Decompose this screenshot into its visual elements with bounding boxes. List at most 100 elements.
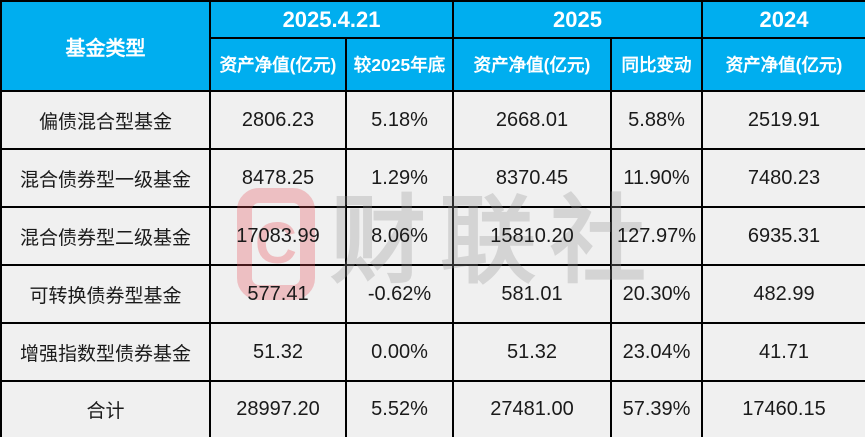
cell-value: 8.06% — [371, 224, 428, 247]
cell-value: 15810.20 — [490, 224, 574, 247]
cell-value: 7480.23 — [747, 166, 821, 189]
subheader-nav-2024-label: 资产净值(亿元) — [725, 55, 843, 75]
subheader-yoy-change-label: 同比变动 — [621, 55, 692, 75]
value-cell: 27481.00 — [452, 380, 612, 437]
subheader-yoy-change: 同比变动 — [609, 37, 704, 92]
table-row: 偏债混合型基金 2806.23 5.18% 2668.01 5.88% 2519… — [0, 90, 865, 150]
total-label: 合计 — [86, 401, 125, 422]
fund-name-cell: 偏债混合型基金 — [0, 90, 211, 150]
fund-name-cell: 可转换债券型基金 — [0, 264, 211, 324]
value-cell: 17083.99 — [209, 206, 347, 266]
value-cell: 41.71 — [701, 322, 865, 382]
header-group-2025: 2025 — [451, 0, 704, 39]
subheader-nav-2025-label: 资产净值(亿元) — [473, 55, 591, 75]
value-cell: 8.06% — [345, 206, 454, 266]
table-row: 增强指数型债券基金 51.32 0.00% 51.32 23.04% 41.71 — [0, 322, 865, 382]
cell-value: 2668.01 — [495, 108, 569, 131]
value-cell: 28997.20 — [209, 380, 347, 437]
value-cell: 8478.25 — [209, 148, 347, 208]
fund-name: 可转换债券型基金 — [29, 285, 182, 307]
value-cell: 2806.23 — [209, 90, 347, 150]
value-cell: 0.00% — [345, 322, 454, 382]
cell-value: 5.18% — [371, 108, 428, 131]
cell-value: 1.29% — [371, 166, 428, 189]
value-cell: 5.52% — [345, 380, 454, 437]
cell-value: 20.30% — [622, 282, 691, 305]
subheader-nav-20250421: 资产净值(亿元) — [209, 37, 347, 92]
value-cell: 23.04% — [609, 322, 704, 382]
value-cell: 51.32 — [209, 322, 347, 382]
cell-value: 5.52% — [371, 398, 428, 420]
value-cell: 7480.23 — [701, 148, 865, 208]
value-cell: 127.97% — [609, 206, 704, 266]
header-group-row: 基金类型 2025.4.21 2025 2024 — [0, 0, 865, 92]
cell-value: 23.04% — [622, 340, 691, 363]
cell-value: 57.39% — [622, 398, 691, 420]
cell-value: 8478.25 — [241, 166, 315, 189]
value-cell: 2668.01 — [452, 90, 612, 150]
value-cell: 51.32 — [452, 322, 612, 382]
value-cell: 5.88% — [609, 90, 704, 150]
header-group-2024: 2024 — [701, 0, 865, 39]
fund-name-cell: 混合债券型一级基金 — [0, 148, 211, 208]
value-cell: 17460.15 — [701, 380, 865, 437]
cell-value: 51.32 — [252, 340, 304, 363]
value-cell: 15810.20 — [452, 206, 612, 266]
cell-value: -0.62% — [367, 282, 432, 305]
cell-value: 482.99 — [753, 282, 815, 305]
value-cell: 577.41 — [209, 264, 347, 324]
header-group-2025-label: 2025 — [553, 6, 602, 32]
cell-value: 127.97% — [617, 224, 696, 247]
value-cell: 57.39% — [609, 380, 704, 437]
cell-value: 17460.15 — [742, 398, 826, 420]
fund-name-cell: 混合债券型二级基金 — [0, 206, 211, 266]
subheader-nav-2025: 资产净值(亿元) — [452, 37, 612, 92]
fund-name: 增强指数型债券基金 — [19, 343, 191, 365]
value-cell: 11.90% — [609, 148, 704, 208]
value-cell: 581.01 — [452, 264, 612, 324]
cell-value: 11.90% — [623, 166, 690, 189]
value-cell: 1.29% — [345, 148, 454, 208]
fund-name: 混合债券型一级基金 — [19, 169, 191, 191]
header-sub-row: 资产净值(亿元) 较2025年底 资产净值(亿元) 同比变动 资产净值(亿元) — [1, 37, 865, 92]
value-cell: 8370.45 — [452, 148, 612, 208]
value-cell: 20.30% — [609, 264, 704, 324]
cell-value: 5.88% — [628, 108, 685, 131]
cell-value: 8370.45 — [495, 166, 569, 189]
table-row: 混合债券型二级基金 17083.99 8.06% 15810.20 127.97… — [0, 206, 865, 266]
header-group-2024-label: 2024 — [759, 6, 809, 32]
header-group-2025-04-21-label: 2025.4.21 — [282, 6, 381, 32]
cell-value: 2519.91 — [747, 108, 821, 131]
table-row: 可转换债券型基金 577.41 -0.62% 581.01 20.30% 482… — [0, 264, 865, 324]
cell-value: 17083.99 — [236, 224, 320, 247]
fund-name-cell: 增强指数型债券基金 — [0, 322, 211, 382]
cell-value: 577.41 — [247, 282, 309, 305]
cell-value: 41.71 — [758, 340, 810, 363]
value-cell: -0.62% — [345, 264, 454, 324]
subheader-change-vs-2025-yearend-label: 较2025年底 — [353, 55, 446, 75]
subheader-nav-20250421-label: 资产净值(亿元) — [219, 55, 337, 75]
subheader-change-vs-2025-yearend: 较2025年底 — [345, 37, 454, 92]
header-fund-type-label: 基金类型 — [65, 37, 146, 60]
cell-value: 0.00% — [371, 340, 428, 363]
table-row-total: 合计 28997.20 5.52% 27481.00 57.39% 17460.… — [0, 380, 865, 437]
subheader-nav-2024: 资产净值(亿元) — [701, 37, 865, 92]
cell-value: 6935.31 — [747, 224, 821, 247]
cell-value: 581.01 — [501, 282, 563, 305]
value-cell: 2519.91 — [701, 90, 865, 150]
fund-name: 偏债混合型基金 — [38, 111, 172, 133]
table-row: 混合债券型一级基金 8478.25 1.29% 8370.45 11.90% 7… — [0, 148, 865, 208]
value-cell: 5.18% — [345, 90, 454, 150]
cell-value: 51.32 — [506, 340, 558, 363]
header-group-2025-04-21: 2025.4.21 — [209, 0, 454, 39]
value-cell: 482.99 — [701, 264, 865, 324]
cell-value: 27481.00 — [490, 398, 574, 420]
header-fund-type: 基金类型 — [0, 0, 211, 92]
value-cell: 6935.31 — [701, 206, 865, 266]
cell-value: 28997.20 — [236, 398, 320, 420]
cell-value: 2806.23 — [241, 108, 315, 131]
fund-name: 混合债券型二级基金 — [19, 227, 191, 249]
fund-name-cell: 合计 — [0, 380, 211, 437]
